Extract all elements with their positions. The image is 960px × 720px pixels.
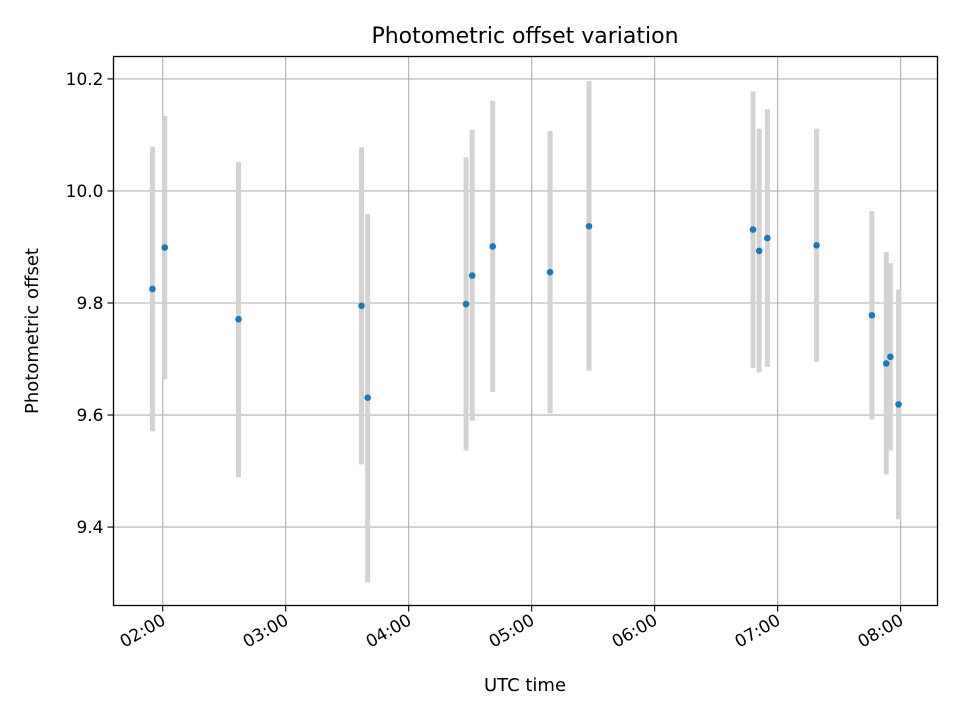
data-point xyxy=(364,394,371,401)
y-tick-label: 9.8 xyxy=(76,294,103,314)
y-tick-label: 9.4 xyxy=(76,518,103,538)
y-tick-label: 10.0 xyxy=(66,182,104,202)
data-point xyxy=(161,244,169,251)
y-tick-label: 10.2 xyxy=(66,70,104,90)
x-tick-label: 04:00 xyxy=(363,611,415,653)
errorbars xyxy=(149,81,902,583)
y-axis-label: Photometric offset xyxy=(22,248,43,414)
data-point xyxy=(546,268,554,276)
data-point xyxy=(868,312,876,319)
x-tick-label: 06:00 xyxy=(609,611,661,653)
x-tick-label: 05:00 xyxy=(486,611,538,653)
data-point xyxy=(764,234,771,242)
data-point xyxy=(749,226,757,233)
data-point xyxy=(468,272,476,279)
data-point xyxy=(895,401,902,408)
x-tick-label: 03:00 xyxy=(240,611,292,653)
data-point xyxy=(358,302,365,310)
data-point xyxy=(755,247,763,255)
data-points xyxy=(149,222,902,408)
x-tick-label: 08:00 xyxy=(855,611,907,653)
data-point xyxy=(235,315,242,323)
x-tick-label: 02:00 xyxy=(117,611,169,653)
grid-lines xyxy=(113,56,938,606)
x-axis-ticks: 02:00 03:00 04:00 05:00 06:00 07:00 08:00 xyxy=(117,605,907,653)
y-axis-ticks: 9.4 9.6 9.8 10.0 10.2 xyxy=(66,70,114,538)
y-tick-label: 9.6 xyxy=(76,406,103,426)
data-point xyxy=(882,360,890,367)
plot-area-frame xyxy=(112,55,939,607)
x-tick-label: 07:00 xyxy=(732,611,784,653)
data-point xyxy=(489,243,497,250)
x-axis-label: UTC time xyxy=(484,675,566,696)
data-point xyxy=(585,222,593,230)
data-point xyxy=(462,300,470,308)
chart-title: Photometric offset variation xyxy=(371,24,678,49)
data-point xyxy=(813,241,820,249)
data-point xyxy=(149,285,156,293)
data-point xyxy=(887,353,894,361)
